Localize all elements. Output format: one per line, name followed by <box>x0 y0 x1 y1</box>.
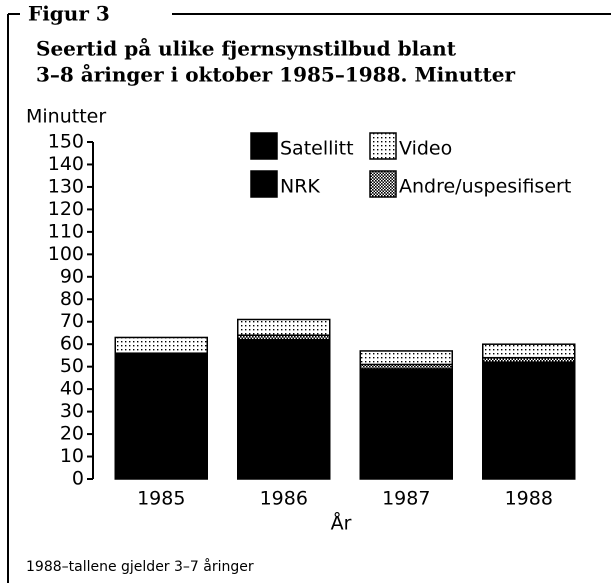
y-tick-label: 60 <box>60 333 84 355</box>
bar-segment <box>237 338 331 480</box>
y-tick-label: 50 <box>60 355 84 377</box>
y-tick-label: 100 <box>48 243 84 265</box>
y-tick-label: 20 <box>60 423 84 445</box>
y-tick-label: 140 <box>48 153 84 175</box>
y-tick-label: 90 <box>60 265 84 287</box>
legend-swatch <box>369 170 397 198</box>
bar-segment <box>359 350 453 366</box>
y-tick-label: 120 <box>48 198 84 220</box>
bar-segment <box>482 343 576 359</box>
y-tick-label: 40 <box>60 378 84 400</box>
y-tick-label: 70 <box>60 310 84 332</box>
x-tick-label: 1988 <box>505 488 553 510</box>
legend-swatch <box>369 132 397 160</box>
chart-title: Seertid på ulike fjernsynstilbud blant <box>36 37 457 61</box>
note: 1988–tallene gjelder 3–7 åringer <box>26 558 254 575</box>
bar-segment <box>114 352 208 480</box>
y-tick-label: 80 <box>60 288 84 310</box>
bar-segment <box>114 336 208 354</box>
figure-label: Figur 3 <box>28 2 110 26</box>
x-axis-label: År <box>331 512 352 535</box>
x-tick-label: 1987 <box>382 488 430 510</box>
bar-segment <box>237 318 331 336</box>
y-tick-label: 10 <box>60 445 84 467</box>
y-axis-label: Minutter <box>26 106 106 128</box>
legend-swatch <box>250 132 278 160</box>
y-tick-label: 110 <box>48 220 84 242</box>
legend-label: NRK <box>280 176 320 198</box>
x-tick-label: 1986 <box>260 488 308 510</box>
y-tick-label: 0 <box>72 468 84 490</box>
chart-title: 3–8 åringer i oktober 1985–1988. Minutte… <box>36 63 515 87</box>
legend-label: Video <box>399 138 452 160</box>
bar-segment <box>482 361 576 480</box>
legend-label: Satellitt <box>280 138 354 160</box>
legend-swatch <box>250 170 278 198</box>
x-tick-label: 1985 <box>137 488 185 510</box>
y-tick-label: 30 <box>60 400 84 422</box>
y-tick-label: 150 <box>48 131 84 153</box>
legend-label: Andre/uspesifisert <box>399 176 571 198</box>
y-tick-label: 130 <box>48 175 84 197</box>
bar-segment <box>359 368 453 480</box>
